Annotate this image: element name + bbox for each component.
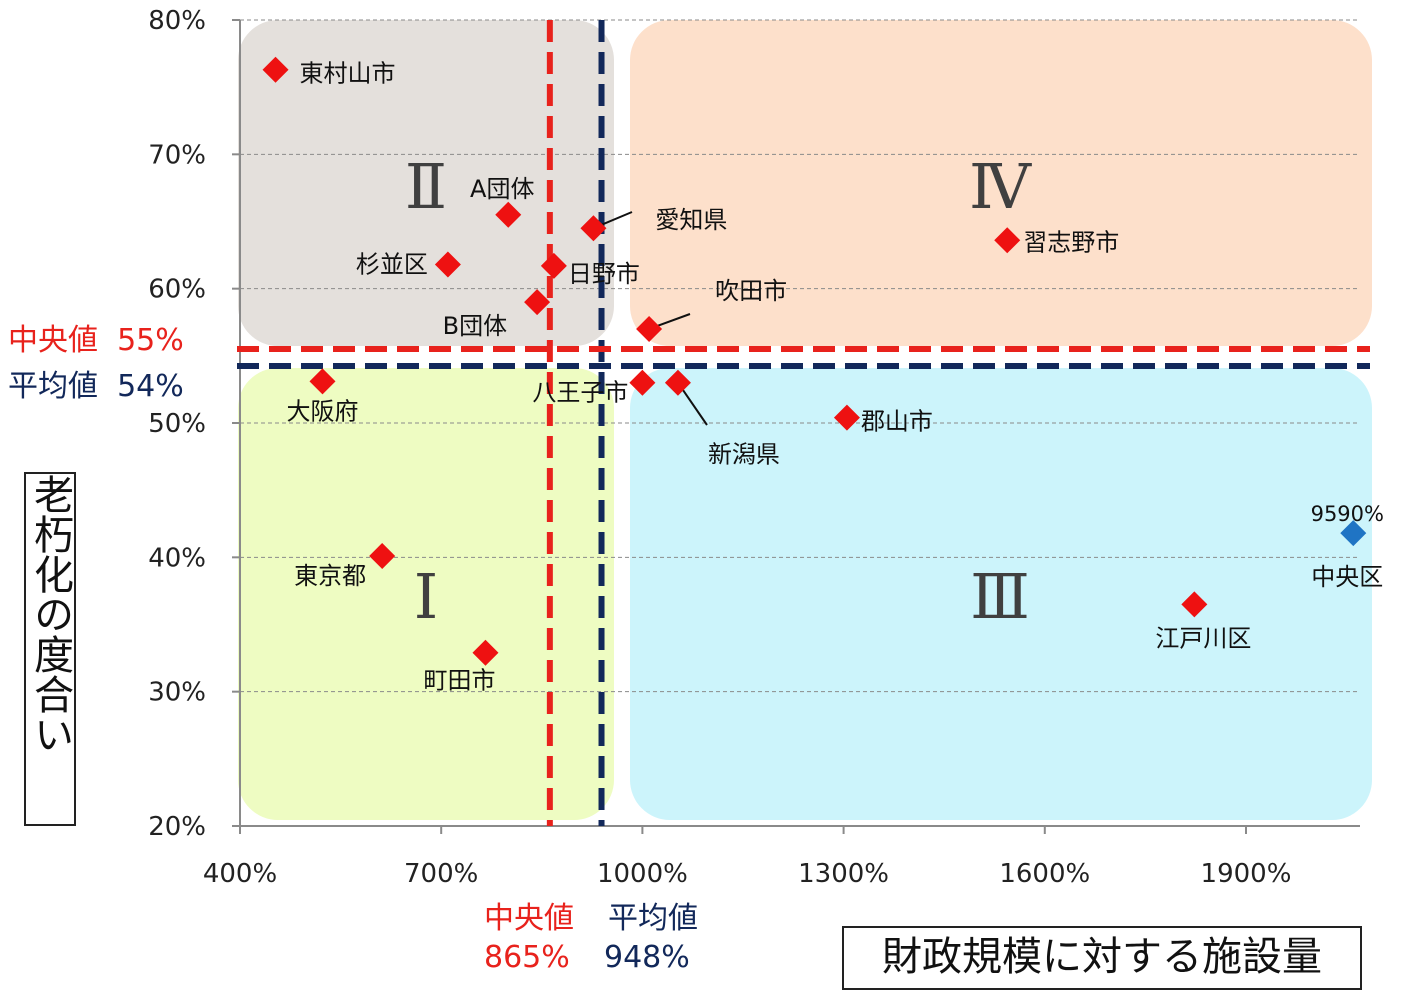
median-x-value: 865% <box>484 940 570 975</box>
quadrant-3-numeral: Ⅲ <box>970 560 1030 633</box>
data-point <box>1340 520 1367 547</box>
quadrant-1-area <box>238 368 614 820</box>
data-point <box>833 404 860 431</box>
point-label: B団体 <box>443 312 507 340</box>
quadrant-1-numeral: Ⅰ <box>414 560 439 633</box>
mean-x-label: 平均値 <box>608 901 698 936</box>
quadrant-2-area <box>238 20 614 346</box>
data-point <box>580 215 607 242</box>
y-tick-label: 80% <box>148 6 206 36</box>
data-point <box>434 251 461 278</box>
x-tick-label: 1600% <box>999 859 1090 889</box>
data-point <box>629 369 656 396</box>
data-point <box>540 252 567 279</box>
data-point <box>309 368 336 395</box>
y-axis-title: 老朽化の度合い <box>27 474 73 754</box>
point-label: 習志野市 <box>1023 228 1119 256</box>
point-label: 郡山市 <box>861 408 933 436</box>
y-tick-label: 40% <box>148 543 206 573</box>
data-point <box>472 639 499 666</box>
point-label: 江戸川区 <box>1155 624 1251 652</box>
data-point <box>369 542 396 569</box>
point-label: 中央区 <box>1311 563 1383 591</box>
y-tick-label: 60% <box>148 275 206 305</box>
x-tick-label: 400% <box>203 859 277 889</box>
y-tick-label: 70% <box>148 140 206 170</box>
x-tick-label: 1900% <box>1201 859 1292 889</box>
data-point <box>1181 591 1208 618</box>
data-point <box>994 227 1021 254</box>
point-label: 大阪府 <box>286 397 358 425</box>
point-label: A団体 <box>470 175 534 203</box>
y-axis-title-box: 老朽化の度合い <box>24 472 76 826</box>
point-label: 日野市 <box>568 260 640 288</box>
point-label: 吹田市 <box>715 277 787 305</box>
data-point <box>664 369 691 396</box>
median-x-label: 中央値 <box>484 901 574 936</box>
point-label: 町田市 <box>423 667 495 695</box>
x-tick-label: 1000% <box>597 859 688 889</box>
mean-y-label: 平均値 54% <box>8 369 184 404</box>
y-tick-label: 50% <box>148 409 206 439</box>
quadrant-4-area <box>630 20 1372 346</box>
point-label: 東村山市 <box>300 60 396 88</box>
y-tick-label: 20% <box>148 812 206 842</box>
point-label: 愛知県 <box>655 206 727 234</box>
data-point <box>524 289 551 316</box>
point-label: 八王子市 <box>532 379 628 407</box>
data-point <box>262 56 289 83</box>
point-label: 新潟県 <box>708 441 780 469</box>
point-label: 杉並区 <box>356 250 428 278</box>
quadrant-2-numeral: Ⅱ <box>405 150 447 223</box>
x-axis-title: 財政規模に対する施設量 <box>842 926 1362 990</box>
point-value-label: 9590% <box>1311 502 1384 526</box>
x-tick-label: 700% <box>404 859 478 889</box>
mean-x-value: 948% <box>604 940 690 975</box>
quadrant-4-numeral: Ⅳ <box>969 150 1032 223</box>
data-point <box>636 315 663 342</box>
y-tick-label: 30% <box>148 678 206 708</box>
data-point <box>495 201 522 228</box>
x-tick-label: 1300% <box>798 859 889 889</box>
point-label: 東京都 <box>294 562 366 590</box>
median-y-label: 中央値 55% <box>8 323 184 358</box>
quadrant-3-area <box>630 368 1372 820</box>
